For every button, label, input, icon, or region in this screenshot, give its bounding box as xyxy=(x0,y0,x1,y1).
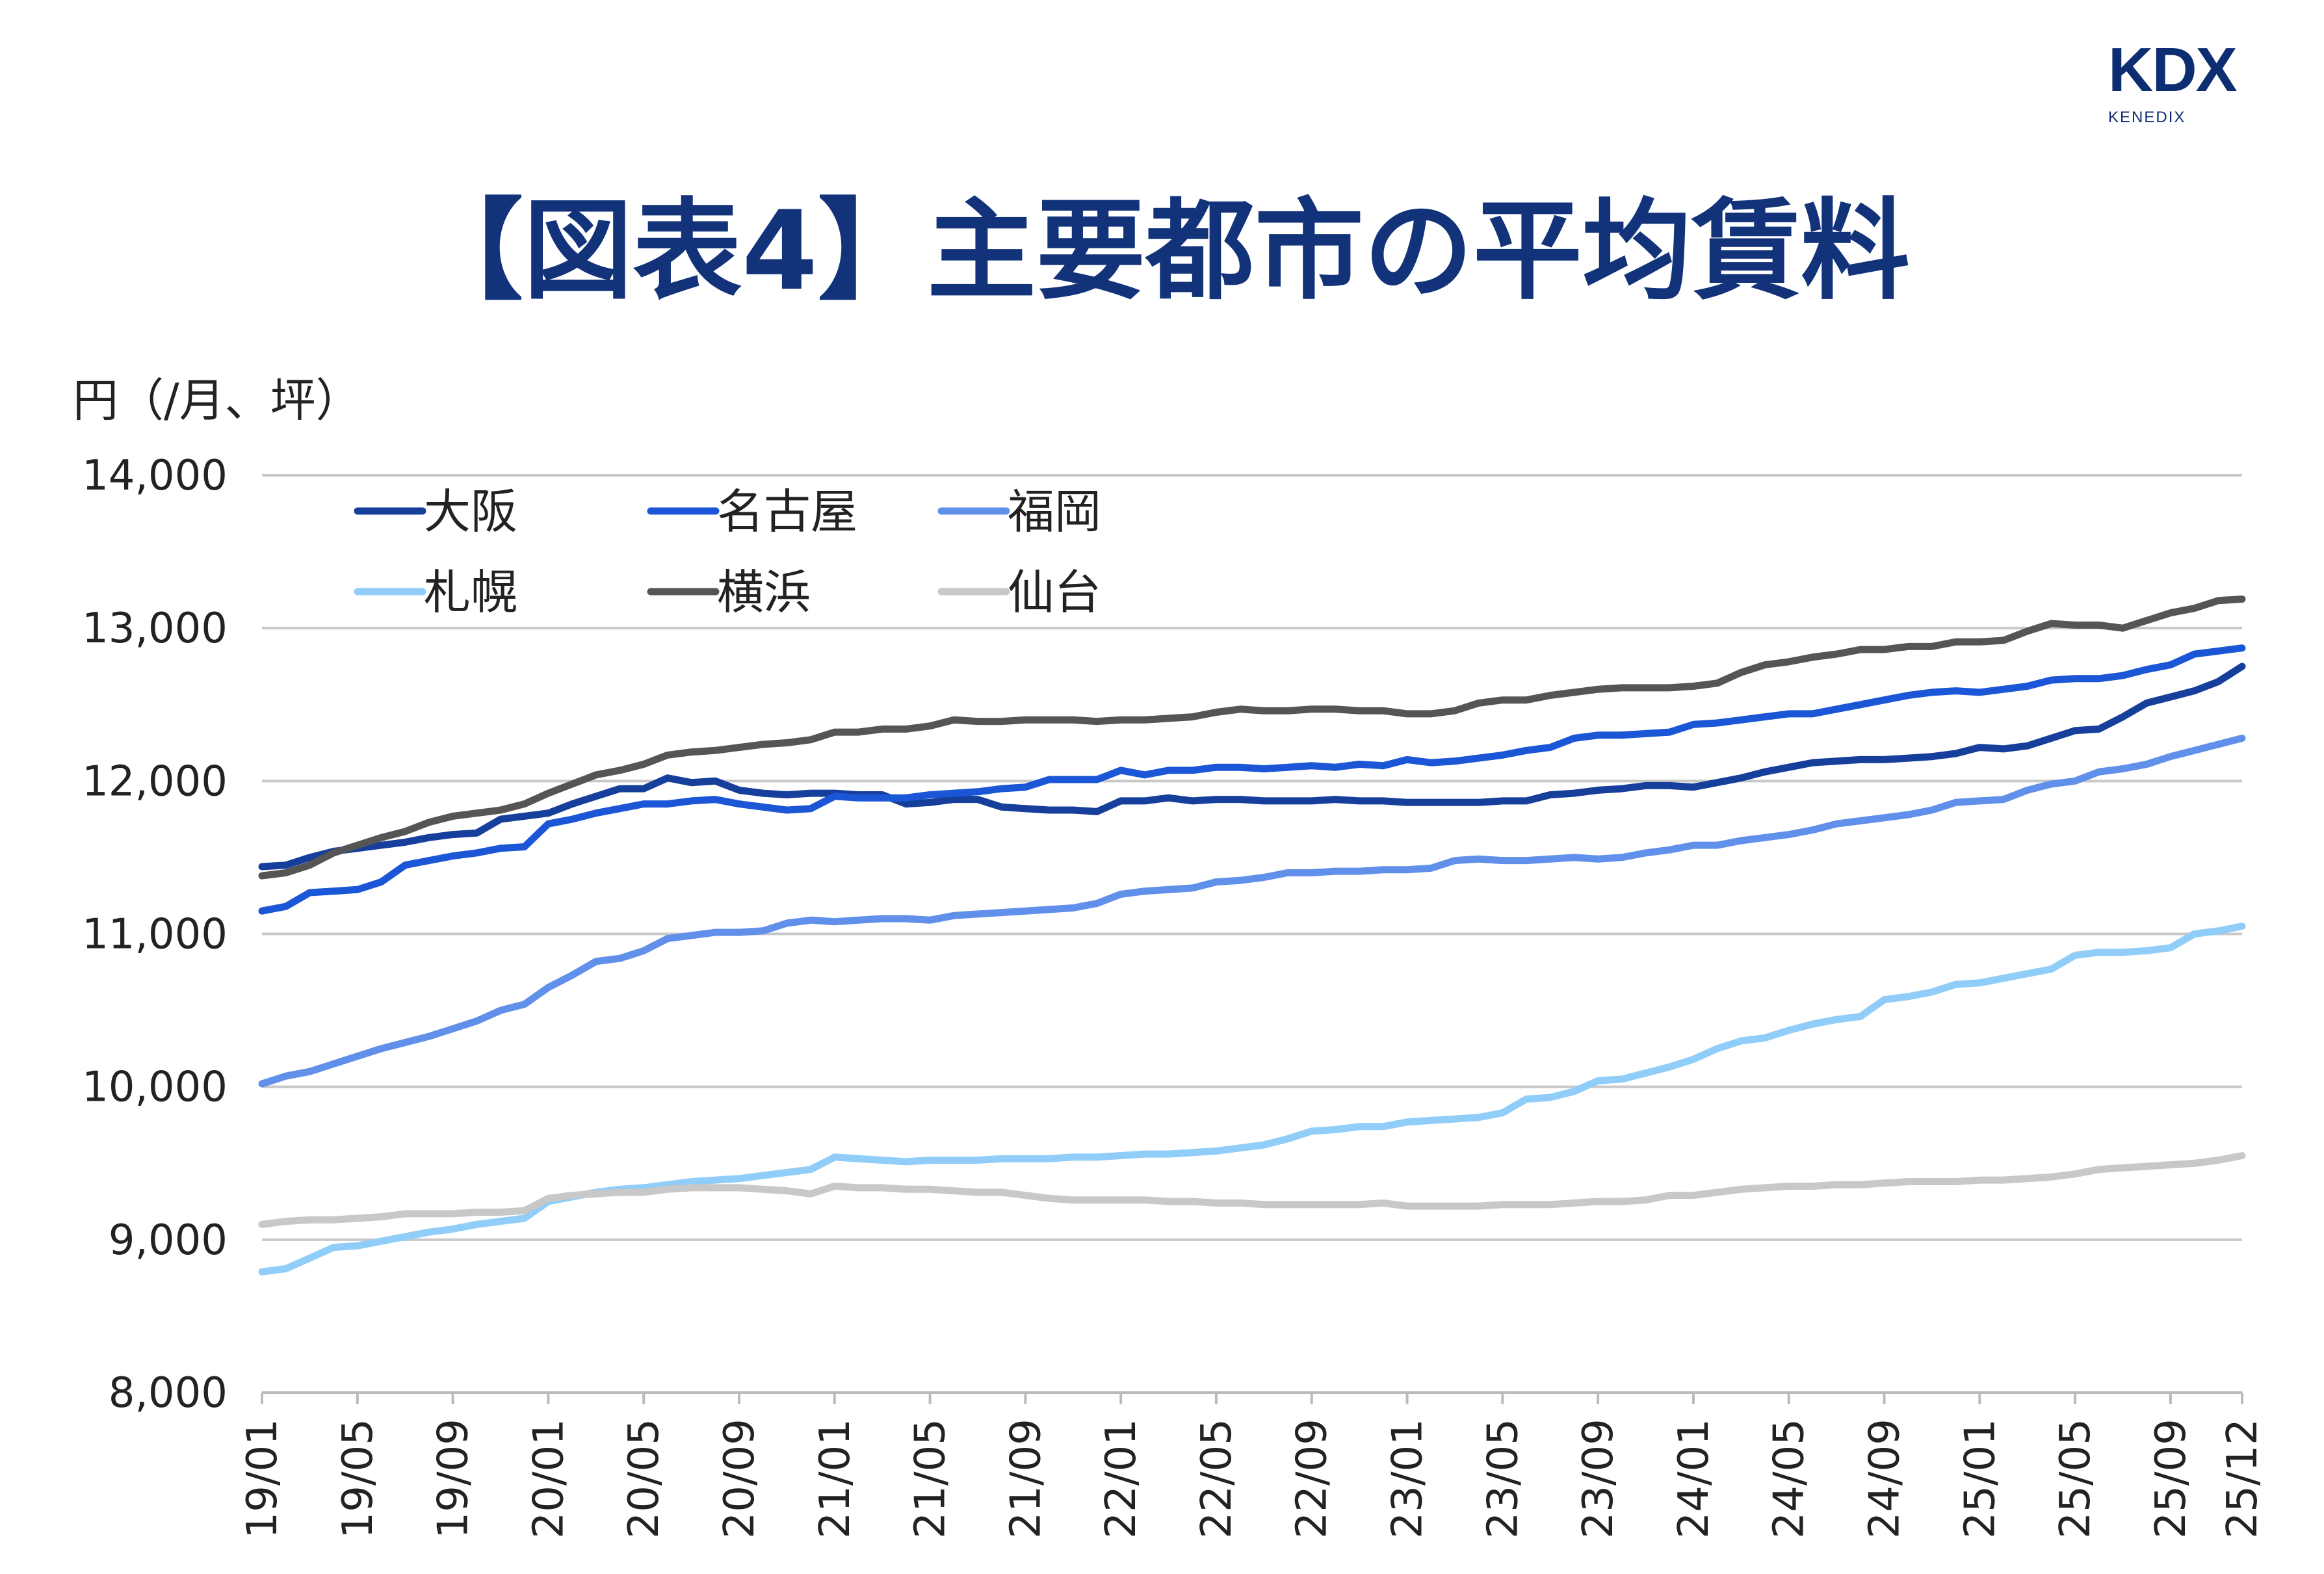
x-tick-label: 22/01 xyxy=(1097,1419,1145,1538)
series-line-仙台 xyxy=(258,1152,2246,1228)
legend-label: 仙台 xyxy=(1008,565,1101,620)
kdx-logo: KDX KENEDIX xyxy=(2108,34,2277,127)
y-tick-label: 13,000 xyxy=(82,605,228,653)
y-tick-labels: 8,000 9,000 10,000 11,000 12,000 13,000 14,000 xyxy=(82,452,228,1417)
x-tick-label: 20/05 xyxy=(620,1419,668,1538)
x-tick-label: 22/05 xyxy=(1193,1419,1241,1538)
y-axis-label: 円（/月、坪） xyxy=(73,374,361,427)
series-line-大阪 xyxy=(258,662,2246,871)
x-tick-label: 20/01 xyxy=(525,1419,573,1538)
y-tick-label: 12,000 xyxy=(82,757,228,806)
logo-sub: KENEDIX xyxy=(2108,109,2186,126)
y-tick-label: 8,000 xyxy=(109,1369,228,1417)
x-tick-label: 25/05 xyxy=(2052,1419,2100,1538)
series-line-横浜 xyxy=(258,596,2246,880)
x-tick-label: 19/05 xyxy=(334,1419,382,1538)
y-tick-label: 14,000 xyxy=(82,452,228,500)
x-tick-label: 21/09 xyxy=(1002,1419,1050,1538)
x-tick-label: 21/01 xyxy=(811,1419,859,1538)
series-line-福岡 xyxy=(258,735,2246,1088)
gridlines xyxy=(261,474,2243,1404)
x-tick-label: 25/09 xyxy=(2147,1419,2195,1538)
legend-label: 横浜 xyxy=(717,565,811,620)
x-tick-label: 23/01 xyxy=(1384,1419,1432,1538)
legend-label: 福岡 xyxy=(1008,484,1101,539)
y-tick-label: 10,000 xyxy=(82,1064,228,1112)
y-tick-label: 9,000 xyxy=(109,1216,228,1265)
x-tick-label: 23/05 xyxy=(1479,1419,1527,1538)
x-tick-label: 24/05 xyxy=(1766,1419,1814,1538)
x-tick-label: 20/09 xyxy=(716,1419,764,1538)
series-lines xyxy=(258,596,2246,1276)
x-tick-label: 24/01 xyxy=(1670,1419,1718,1538)
x-tick-label: 24/09 xyxy=(1861,1419,1909,1538)
legend-label: 名古屋 xyxy=(717,484,857,539)
x-tick-label: 25/12 xyxy=(2219,1419,2267,1538)
y-tick-label: 11,000 xyxy=(82,911,228,959)
legend-label: 大阪 xyxy=(424,484,517,539)
logo-main: KDX xyxy=(2108,35,2238,105)
x-tick-label: 22/09 xyxy=(1288,1419,1337,1538)
chart-title: 【図表4】主要都市の平均賃料 xyxy=(414,187,1910,315)
legend-label: 札幌 xyxy=(424,565,517,620)
x-tick-label: 21/05 xyxy=(907,1419,955,1538)
x-tick-label: 19/09 xyxy=(430,1419,478,1538)
x-tick-label: 25/01 xyxy=(1956,1419,2004,1538)
series-line-名古屋 xyxy=(258,644,2246,915)
x-tick-label: 19/01 xyxy=(239,1419,287,1538)
x-tick-label: 23/09 xyxy=(1574,1419,1623,1538)
x-tick-labels: 19/01 19/05 19/09 20/01 20/05 20/09 21/01 21/05… xyxy=(239,1419,2267,1538)
